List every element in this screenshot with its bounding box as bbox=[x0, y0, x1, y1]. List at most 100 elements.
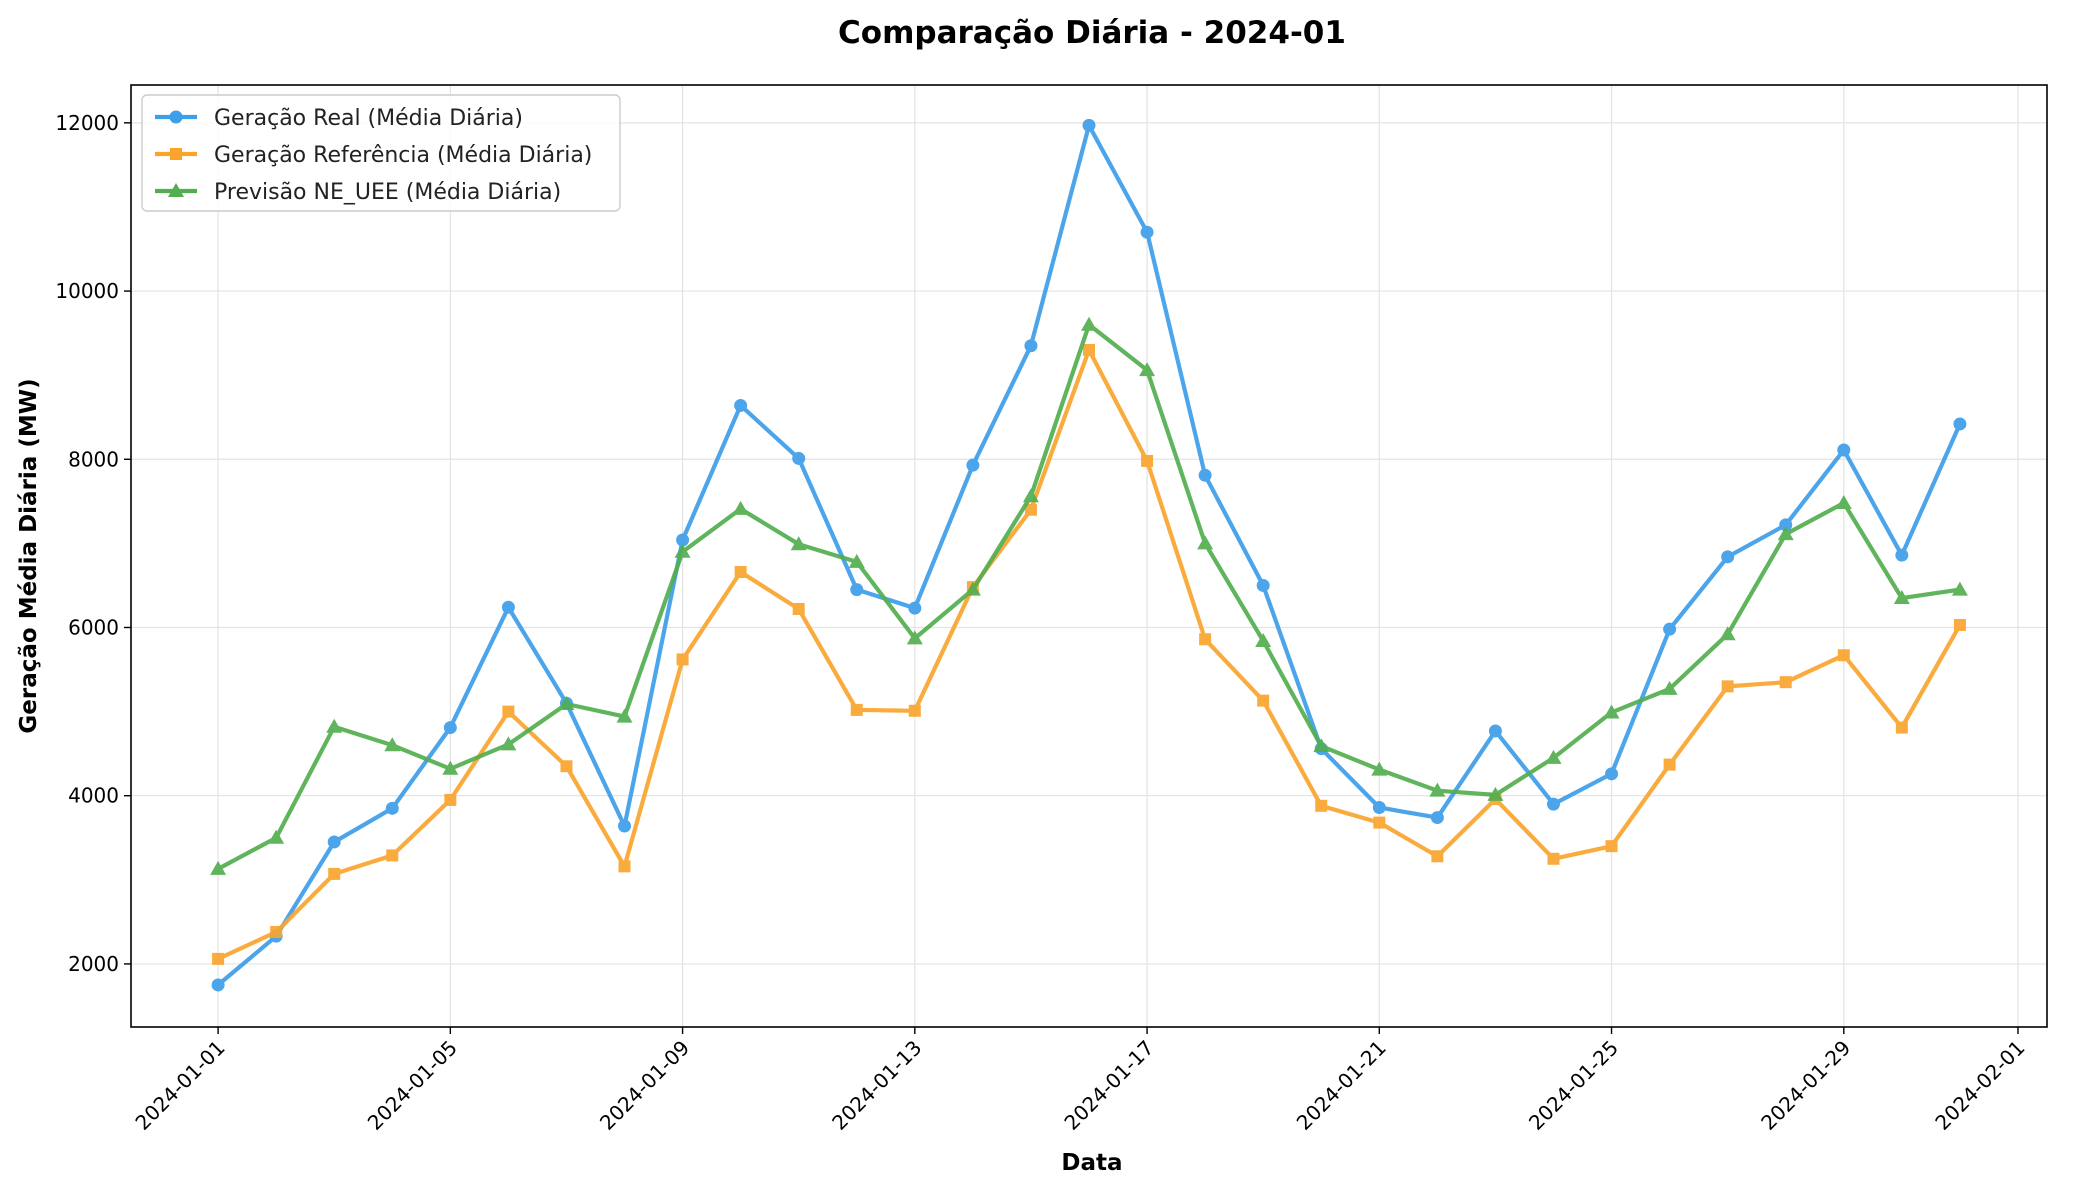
data-point bbox=[502, 705, 515, 718]
data-point bbox=[1139, 362, 1156, 377]
data-point bbox=[1024, 503, 1037, 516]
plot-area-frame bbox=[130, 84, 2048, 1028]
data-point bbox=[1430, 811, 1444, 825]
data-point bbox=[674, 543, 691, 558]
data-point bbox=[966, 458, 980, 472]
data-point bbox=[1313, 738, 1330, 753]
data-point bbox=[1953, 417, 1967, 431]
data-point bbox=[734, 565, 747, 578]
data-point bbox=[1487, 786, 1504, 801]
data-point bbox=[1546, 797, 1560, 811]
data-point bbox=[385, 801, 399, 815]
data-point bbox=[1779, 518, 1793, 532]
data-point bbox=[732, 500, 749, 515]
data-point bbox=[1081, 316, 1097, 331]
data-point bbox=[1256, 578, 1270, 592]
data-point bbox=[616, 708, 633, 723]
data-point bbox=[386, 849, 399, 862]
data-point bbox=[1141, 454, 1154, 467]
data-point bbox=[618, 819, 632, 833]
data-point bbox=[1777, 526, 1794, 541]
legend-label: Geração Real (Média Diária) bbox=[214, 106, 523, 131]
data-point bbox=[1315, 799, 1328, 812]
data-point bbox=[1663, 758, 1676, 771]
data-point bbox=[850, 703, 863, 716]
data-point bbox=[1719, 626, 1736, 641]
data-point bbox=[1721, 680, 1734, 693]
data-point bbox=[1140, 225, 1154, 239]
data-point bbox=[1373, 816, 1386, 829]
data-point bbox=[1199, 633, 1212, 646]
y-tick-label: 4000 bbox=[68, 784, 119, 808]
legend-marker bbox=[168, 183, 184, 197]
data-point bbox=[1605, 767, 1619, 781]
data-point bbox=[1547, 852, 1560, 865]
legend-marker bbox=[170, 148, 182, 160]
data-point bbox=[790, 536, 807, 551]
data-point bbox=[1198, 468, 1212, 482]
data-point bbox=[327, 835, 341, 849]
y-tick-label: 12000 bbox=[55, 111, 119, 135]
series-1 bbox=[211, 118, 1967, 992]
data-point bbox=[1779, 676, 1792, 689]
data-point bbox=[384, 737, 401, 752]
series-3 bbox=[210, 316, 1968, 875]
legend-item: Geração Real (Média Diária) bbox=[155, 106, 523, 131]
data-point bbox=[1197, 535, 1214, 550]
data-point bbox=[908, 704, 921, 717]
data-point bbox=[1893, 590, 1910, 605]
data-point bbox=[676, 653, 689, 666]
legend-label: Geração Referência (Média Diária) bbox=[214, 143, 592, 168]
series-2 bbox=[212, 343, 1966, 965]
data-point bbox=[676, 533, 690, 547]
legend-label: Previsão NE_UEE (Média Diária) bbox=[214, 180, 561, 205]
data-point bbox=[1488, 724, 1502, 738]
data-point bbox=[792, 602, 805, 615]
data-point bbox=[734, 398, 748, 412]
data-point bbox=[1951, 581, 1968, 596]
y-tick-label: 2000 bbox=[68, 952, 119, 976]
legend-item: Geração Referência (Média Diária) bbox=[155, 143, 592, 168]
legend: Geração Real (Média Diária) Geração Refer… bbox=[141, 94, 621, 212]
data-point bbox=[268, 829, 285, 844]
data-point bbox=[1835, 495, 1852, 510]
data-point bbox=[964, 581, 981, 596]
legend-frame bbox=[141, 94, 621, 212]
data-point bbox=[501, 600, 515, 614]
y-axis-title: Geração Média Diária (MW) bbox=[16, 378, 42, 733]
data-point bbox=[1372, 800, 1386, 814]
data-point bbox=[326, 718, 343, 733]
y-axis: 2000 4000 6000 8000 10000 12000 bbox=[55, 111, 131, 976]
data-point bbox=[444, 793, 457, 806]
x-axis-title: Data bbox=[1061, 1150, 1122, 1176]
data-point bbox=[1661, 680, 1678, 695]
data-point bbox=[1024, 339, 1038, 353]
data-point bbox=[558, 696, 575, 711]
data-point bbox=[1255, 632, 1272, 647]
data-point bbox=[210, 860, 227, 875]
legend-marker bbox=[169, 110, 183, 124]
data-point bbox=[1082, 118, 1096, 132]
series-layer bbox=[210, 118, 1968, 992]
data-point bbox=[1721, 550, 1735, 564]
data-point bbox=[442, 760, 459, 775]
data-point bbox=[270, 925, 283, 938]
data-point bbox=[560, 760, 573, 773]
data-point bbox=[500, 736, 517, 751]
data-point bbox=[850, 583, 864, 597]
data-point bbox=[1603, 704, 1620, 719]
y-tick-label: 8000 bbox=[68, 447, 119, 471]
data-point bbox=[443, 721, 457, 735]
data-point bbox=[618, 860, 631, 873]
data-point bbox=[1895, 721, 1908, 734]
data-point bbox=[1083, 343, 1095, 356]
data-point bbox=[1605, 840, 1618, 853]
data-point bbox=[908, 601, 922, 615]
data-point bbox=[906, 630, 923, 645]
y-tick-label: 6000 bbox=[68, 615, 119, 639]
data-point bbox=[792, 451, 806, 465]
y-tick-label: 10000 bbox=[55, 279, 119, 303]
data-point bbox=[848, 553, 865, 568]
data-point bbox=[211, 978, 225, 992]
